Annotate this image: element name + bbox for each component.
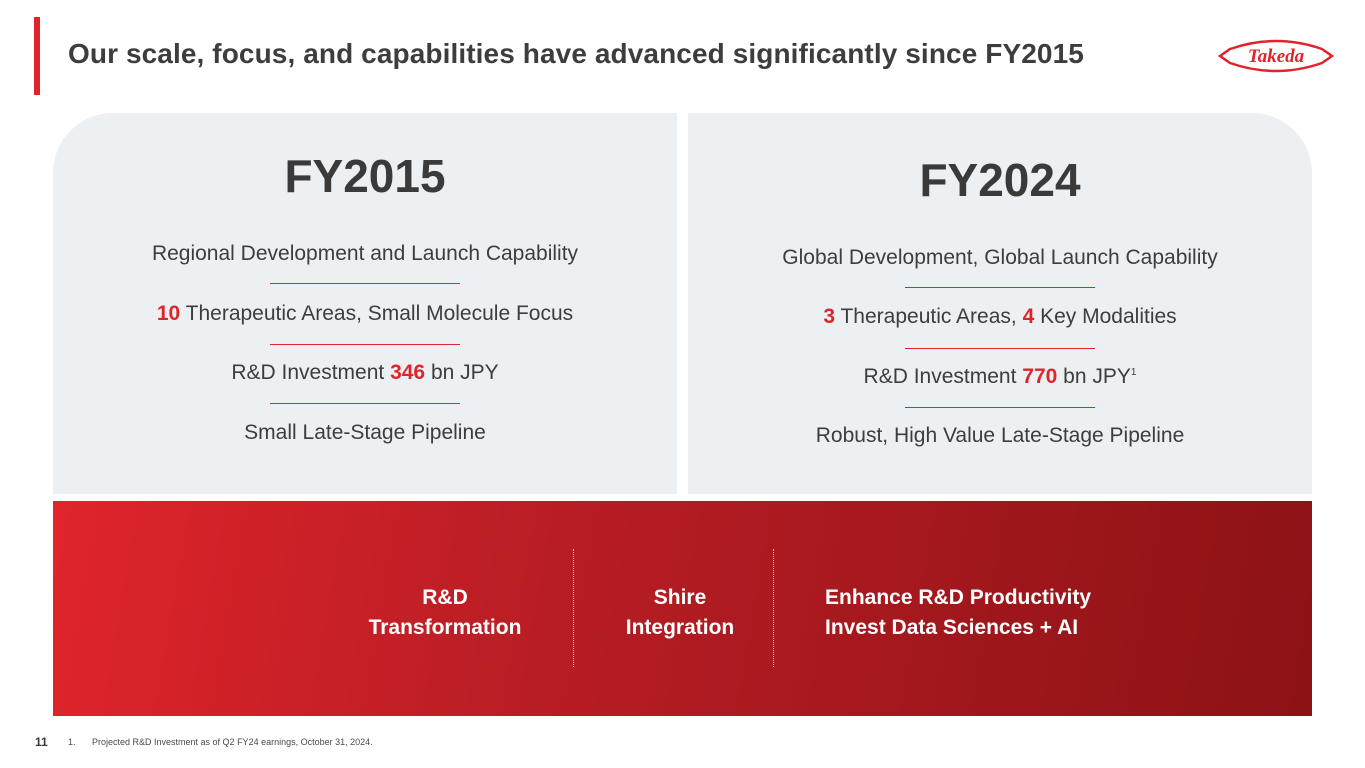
rd-transformation: R&D Transformation — [368, 586, 522, 639]
footnote: 1. Projected R&D Investment as of Q2 FY24… — [68, 737, 373, 747]
title-accent-bar — [34, 17, 40, 95]
page-title: Our scale, focus, and capabilities have … — [68, 38, 1084, 69]
fy2024-rd-investment: R&D Investment 770 bn JPY1 — [863, 365, 1137, 388]
separator — [270, 283, 460, 284]
fy2024-panel: FY2024 Global Development, Global Launch… — [688, 113, 1312, 494]
fy2024-heading: FY2024 — [919, 154, 1081, 206]
fy2015-therapeutic-areas: 10 Therapeutic Areas, Small Molecule Foc… — [156, 302, 574, 325]
separator — [905, 348, 1095, 349]
page-number: 11 — [35, 735, 48, 749]
shire-integration: Shire Integration — [625, 586, 735, 639]
fy2015-capability: Regional Development and Launch Capabili… — [151, 242, 579, 265]
takeda-logo: Takeda — [1217, 39, 1335, 73]
fy2015-rd-investment: R&D Investment 346 bn JPY — [231, 361, 499, 384]
rd-productivity-ai: Enhance R&D Productivity Invest Data Sci… — [825, 586, 1092, 639]
band-divider — [773, 549, 774, 667]
fy2024-therapeutic-areas: 3 Therapeutic Areas, 4 Key Modalities — [823, 305, 1177, 328]
fy2024-pipeline: Robust, High Value Late-Stage Pipeline — [815, 424, 1185, 447]
fy2024-capability: Global Development, Global Launch Capabi… — [782, 246, 1218, 269]
separator — [270, 403, 460, 404]
fy2015-panel: FY2015 Regional Development and Launch C… — [53, 113, 677, 494]
separator — [270, 344, 460, 345]
separator — [905, 287, 1095, 288]
band-divider — [573, 549, 574, 667]
svg-text:Takeda: Takeda — [1248, 46, 1305, 67]
fy2015-heading: FY2015 — [284, 150, 446, 202]
separator — [905, 407, 1095, 408]
fy2015-pipeline: Small Late-Stage Pipeline — [244, 421, 486, 444]
initiatives-band: R&D Transformation Shire Integration Enh… — [53, 501, 1312, 716]
